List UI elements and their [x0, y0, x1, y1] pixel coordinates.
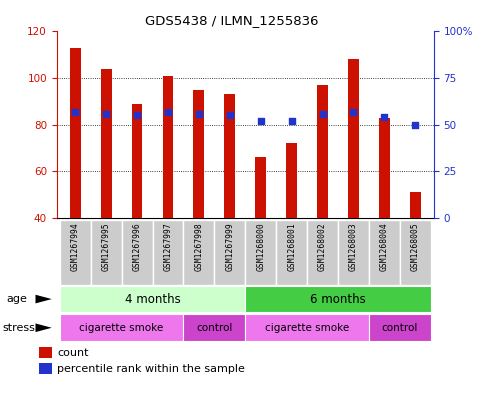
Bar — [400, 220, 431, 285]
Text: GSM1268003: GSM1268003 — [349, 222, 358, 271]
Text: GSM1267997: GSM1267997 — [164, 222, 173, 271]
Text: GSM1267994: GSM1267994 — [70, 222, 80, 271]
Text: GSM1267995: GSM1267995 — [102, 222, 110, 271]
Point — [288, 118, 296, 124]
Bar — [245, 220, 276, 285]
Text: 4 months: 4 months — [125, 292, 180, 306]
Point — [350, 108, 357, 115]
Bar — [183, 220, 214, 285]
Text: GSM1267998: GSM1267998 — [194, 222, 204, 271]
Bar — [286, 143, 297, 218]
Text: GSM1268005: GSM1268005 — [411, 222, 420, 271]
Bar — [307, 220, 338, 285]
Text: cigarette smoke: cigarette smoke — [265, 323, 349, 333]
Text: cigarette smoke: cigarette smoke — [79, 323, 164, 333]
Bar — [317, 85, 328, 218]
Point — [102, 110, 110, 117]
Bar — [183, 314, 245, 341]
Bar — [152, 220, 183, 285]
Point — [71, 108, 79, 115]
Text: GSM1268001: GSM1268001 — [287, 222, 296, 271]
Point — [133, 112, 141, 119]
Bar — [91, 220, 122, 285]
Text: GDS5438 / ILMN_1255836: GDS5438 / ILMN_1255836 — [145, 14, 318, 27]
Text: GSM1267999: GSM1267999 — [225, 222, 234, 271]
Bar — [245, 286, 431, 312]
Bar — [214, 220, 245, 285]
Bar — [132, 104, 142, 218]
Bar — [163, 76, 174, 218]
Bar — [60, 286, 246, 312]
Bar — [276, 220, 307, 285]
Text: GSM1268000: GSM1268000 — [256, 222, 265, 271]
Bar — [255, 158, 266, 218]
Text: GSM1268002: GSM1268002 — [318, 222, 327, 271]
Text: control: control — [196, 323, 233, 333]
Bar — [193, 90, 204, 218]
Bar — [338, 220, 369, 285]
Point — [381, 114, 388, 120]
Bar — [224, 94, 235, 218]
Bar — [348, 59, 359, 218]
Point — [195, 110, 203, 117]
Text: count: count — [57, 347, 89, 358]
Bar — [369, 314, 431, 341]
Text: percentile rank within the sample: percentile rank within the sample — [57, 364, 245, 374]
Bar — [369, 220, 400, 285]
Bar — [245, 314, 369, 341]
Text: stress: stress — [2, 323, 35, 333]
Bar — [70, 48, 81, 218]
Bar — [122, 220, 152, 285]
Bar — [101, 69, 111, 218]
Point — [164, 108, 172, 115]
Text: 6 months: 6 months — [310, 292, 366, 306]
Bar — [410, 193, 421, 218]
Point — [411, 121, 419, 128]
Bar — [39, 347, 52, 358]
Point — [318, 110, 326, 117]
Bar — [39, 363, 52, 374]
Text: GSM1267996: GSM1267996 — [133, 222, 141, 271]
Point — [226, 112, 234, 119]
Point — [257, 118, 265, 124]
Text: control: control — [382, 323, 418, 333]
Text: age: age — [6, 294, 27, 304]
Bar — [379, 118, 390, 218]
Bar — [60, 220, 91, 285]
Bar — [60, 314, 183, 341]
Text: GSM1268004: GSM1268004 — [380, 222, 389, 271]
